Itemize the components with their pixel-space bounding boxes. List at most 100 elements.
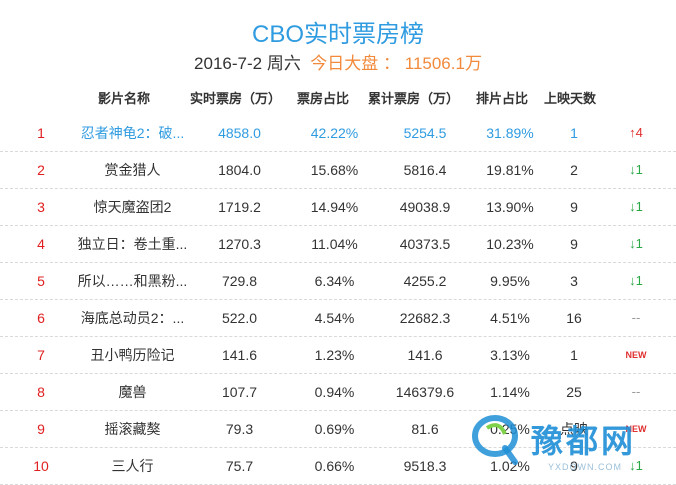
days-released-cell: 9 [570, 236, 578, 252]
boxoffice-table: 1 忍者神龟2：破... 4858.0 42.22% 5254.5 31.89% 1 ↑4 2 赏… [0, 115, 676, 485]
screening-ratio-cell: 3.13% [490, 347, 530, 363]
boxoffice-ratio-cell: 4.54% [314, 310, 355, 326]
rank-cell: 9 [37, 421, 45, 437]
table-row[interactable]: 2 赏金猎人 1804.0 15.68% 5816.4 19.81% 2 ↓1 [0, 152, 676, 189]
screening-ratio-cell: 1.14% [490, 384, 530, 400]
days-released-cell: 3 [570, 273, 578, 289]
film-name-cell[interactable]: 摇滚藏獒 [104, 421, 161, 437]
cumulative-boxoffice-cell: 146379.6 [395, 384, 455, 400]
rank-trend-cell: -- [631, 310, 641, 325]
table-row[interactable]: 8 魔兽 107.7 0.94% 146379.6 1.14% 25 -- [0, 374, 676, 411]
realtime-boxoffice-cell: 1270.3 [218, 236, 261, 252]
col-screening-ratio[interactable]: 排片占比 [476, 91, 529, 106]
screening-ratio-cell: 9.95% [490, 273, 530, 289]
days-released-cell: 2 [570, 162, 578, 178]
rank-trend-cell: NEW [625, 424, 647, 434]
rank-cell: 6 [37, 310, 45, 326]
days-released-cell: 1 [570, 125, 578, 141]
screening-ratio-cell: 10.23% [486, 236, 534, 252]
boxoffice-ratio-cell: 6.34% [314, 273, 355, 289]
realtime-boxoffice-cell: 729.8 [221, 273, 258, 289]
table-row[interactable]: 1 忍者神龟2：破... 4858.0 42.22% 5254.5 31.89% 1 ↑4 [0, 115, 676, 152]
table-header: 影片名称 实时票房（万） 票房占比 累计票房（万） 排片占比 上映天数 [0, 88, 676, 108]
total-label: 今日大盘 ： [310, 54, 401, 73]
col-days-released[interactable]: 上映天数 [544, 91, 597, 106]
film-name-cell[interactable]: 赏金猎人 [104, 162, 161, 178]
cumulative-boxoffice-cell: 9518.3 [403, 458, 447, 474]
boxoffice-ratio-cell: 14.94% [310, 199, 359, 215]
film-name-cell[interactable]: 独立日：卷土重... [77, 236, 188, 252]
realtime-boxoffice-cell: 75.7 [225, 458, 254, 474]
rank-cell: 1 [37, 125, 45, 141]
rank-trend-cell: ↓1 [629, 162, 643, 177]
rank-cell: 4 [37, 236, 45, 252]
screening-ratio-cell: 19.81% [486, 162, 534, 178]
cumulative-boxoffice-cell: 4255.2 [403, 273, 447, 289]
watermark-url: YXDOWN.COM [548, 462, 622, 472]
cumulative-boxoffice-cell: 49038.9 [399, 199, 451, 215]
rank-trend-cell: ↓1 [629, 273, 643, 288]
rank-cell: 10 [33, 458, 49, 474]
boxoffice-ratio-cell: 42.22% [310, 125, 359, 141]
boxoffice-ratio-cell: 0.66% [314, 458, 355, 474]
realtime-boxoffice-cell: 522.0 [221, 310, 258, 326]
col-film-name[interactable]: 影片名称 [98, 91, 151, 106]
cumulative-boxoffice-cell: 22682.3 [399, 310, 451, 326]
date-and-total: 2016-7-2 周六 今日大盘 ： 11506.1万 [0, 49, 676, 74]
days-released-cell: 点映 [560, 421, 588, 437]
film-name-cell[interactable]: 惊天魔盗团2 [93, 199, 172, 215]
rank-cell: 2 [37, 162, 45, 178]
film-name-cell[interactable]: 魔兽 [118, 384, 147, 400]
rank-trend-cell: ↓1 [629, 199, 643, 214]
col-boxoffice-ratio[interactable]: 票房占比 [297, 91, 350, 106]
realtime-boxoffice-cell: 1804.0 [218, 162, 261, 178]
days-released-cell: 16 [566, 310, 582, 326]
table-row[interactable]: 5 所以……和黑粉... 729.8 6.34% 4255.2 9.95% 3 ↓1 [0, 263, 676, 300]
boxoffice-ratio-cell: 15.68% [310, 162, 359, 178]
boxoffice-ratio-cell: 0.94% [314, 384, 355, 400]
days-released-cell: 1 [570, 347, 578, 363]
rank-trend-cell: NEW [625, 350, 647, 360]
realtime-boxoffice-cell: 141.6 [221, 347, 258, 363]
rank-cell: 3 [37, 199, 45, 215]
cumulative-boxoffice-cell: 81.6 [411, 421, 439, 437]
rank-trend-cell: ↓1 [629, 236, 643, 251]
cumulative-boxoffice-cell: 40373.5 [399, 236, 451, 252]
film-name-cell[interactable]: 海底总动员2：... [80, 310, 185, 326]
cumulative-boxoffice-cell: 141.6 [407, 347, 443, 363]
rank-trend-cell: ↑4 [629, 125, 643, 140]
col-realtime-boxoffice[interactable]: 实时票房（万） [190, 91, 282, 106]
table-row[interactable]: 7 丑小鸭历险记 141.6 1.23% 141.6 3.13% 1 NEW [0, 337, 676, 374]
total-value: 11506.1万 [404, 54, 482, 73]
film-name-cell[interactable]: 三人行 [111, 458, 154, 474]
film-name-cell[interactable]: 忍者神龟2：破... [80, 125, 185, 141]
film-name-cell[interactable]: 所以……和黑粉... [77, 273, 188, 289]
days-released-cell: 9 [570, 199, 578, 215]
table-row[interactable]: 4 独立日：卷土重... 1270.3 11.04% 40373.5 10.23% 9 ↓1 [0, 226, 676, 263]
film-name-cell[interactable]: 丑小鸭历险记 [90, 347, 175, 363]
watermark-logo-icon [472, 415, 518, 465]
realtime-boxoffice-cell: 1719.2 [218, 199, 261, 215]
cumulative-boxoffice-cell: 5254.5 [403, 125, 447, 141]
watermark-text: 豫都网 [531, 423, 637, 459]
boxoffice-ratio-cell: 0.69% [314, 421, 355, 437]
screening-ratio-cell: 4.51% [490, 310, 530, 326]
screening-ratio-cell: 13.90% [486, 199, 534, 215]
table-row[interactable]: 9 摇滚藏獒 79.3 0.69% 81.6 0.25% 点映 NEW [0, 411, 676, 448]
boxoffice-ratio-cell: 1.23% [314, 347, 355, 363]
table-row[interactable]: 6 海底总动员2：... 522.0 4.54% 22682.3 4.51% 16 -- [0, 300, 676, 337]
days-released-cell: 9 [570, 458, 578, 474]
realtime-boxoffice-cell: 4858.0 [218, 125, 261, 141]
rank-cell: 7 [37, 347, 45, 363]
realtime-boxoffice-cell: 107.7 [221, 384, 258, 400]
boxoffice-ratio-cell: 11.04% [311, 236, 358, 252]
page-title: CBO实时票房榜 [251, 21, 424, 48]
rank-cell: 5 [37, 273, 45, 289]
col-cumulative-boxoffice[interactable]: 累计票房（万） [368, 91, 460, 106]
realtime-boxoffice-cell: 79.3 [225, 421, 254, 437]
table-row[interactable]: 3 惊天魔盗团2 1719.2 14.94% 49038.9 13.90% 9 ↓1 [0, 189, 676, 226]
screening-ratio-cell: 31.89% [486, 125, 534, 141]
rank-trend-cell: ↓1 [629, 458, 643, 473]
cumulative-boxoffice-cell: 5816.4 [403, 162, 447, 178]
date-label: 2016-7-2 周六 [194, 54, 301, 73]
